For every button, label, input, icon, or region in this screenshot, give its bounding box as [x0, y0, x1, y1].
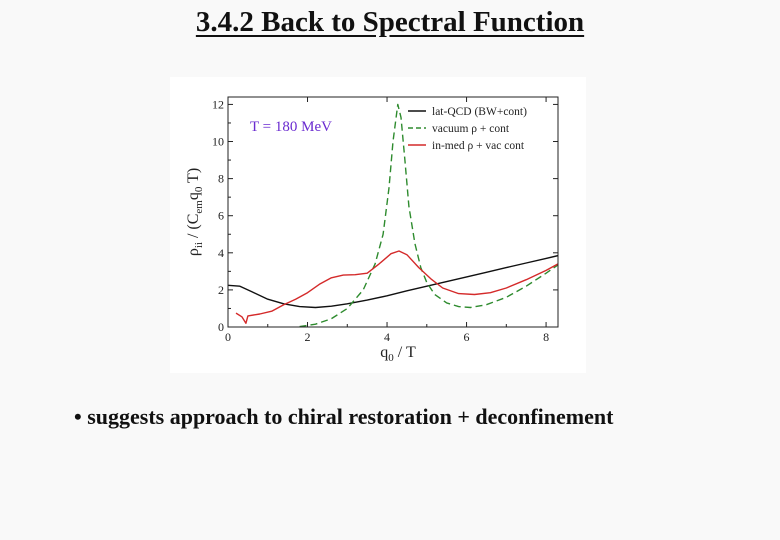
temperature-annotation: T = 180 MeV [250, 119, 332, 135]
legend-label-3: in-med ρ + vac cont [432, 140, 525, 152]
y-axis-label-rho: ρ [185, 248, 202, 256]
legend-label-1: lat-QCD (BW+cont) [432, 106, 527, 118]
spectral-function-chart: 0 2 4 6 8 0 2 4 6 8 10 12 lat-QCD (BW+cont) vacuum ρ… [185, 96, 559, 364]
x-axis-label: q0 / T [380, 344, 416, 364]
series-line-1 [228, 254, 558, 309]
x-axis-label-sub: 0 [388, 352, 394, 364]
y-axis-label-b-sub: em [193, 200, 205, 214]
y-axis-label-b: / (C [185, 214, 202, 242]
y-axis-label-c: q [185, 192, 202, 200]
bullet-point: • suggests approach to chiral restoratio… [74, 404, 614, 429]
ticks-layer: 0 2 4 6 8 0 2 4 6 8 10 12 [212, 97, 558, 344]
y-tick-label: 10 [212, 135, 224, 149]
y-axis-label-c-sub: 0 [193, 186, 205, 192]
curves-layer [228, 103, 558, 327]
y-tick-label: 8 [218, 172, 224, 186]
y-tick-label: 6 [218, 209, 224, 223]
x-axis-label-tail: / T [394, 344, 416, 361]
series-line-2 [299, 103, 558, 327]
slide-title: 3.4.2 Back to Spectral Function [0, 6, 780, 39]
plot-frame [227, 96, 559, 328]
x-tick-label: 0 [225, 330, 231, 344]
x-tick-label: 2 [305, 330, 311, 344]
legend-label-2: vacuum ρ + cont [432, 123, 510, 135]
y-tick-label: 12 [212, 97, 224, 111]
y-axis-label: ρii / (Cemq0 T) [185, 168, 205, 256]
series-line-3 [235, 250, 558, 324]
legend: lat-QCD (BW+cont) vacuum ρ + cont in-med ρ… [408, 106, 527, 152]
y-tick-label: 2 [218, 283, 224, 297]
x-tick-label: 8 [543, 330, 549, 344]
y-axis-label-d: T) [185, 168, 202, 187]
slide-title-text: 3.4.2 Back to Spectral Function [195, 6, 585, 38]
x-tick-label: 6 [464, 330, 470, 344]
figure-panel: 0 2 4 6 8 0 2 4 6 8 10 12 lat-QCD (BW+cont) vacuum ρ… [170, 77, 586, 373]
x-axis-label-main: q [380, 344, 388, 361]
y-tick-label: 4 [218, 246, 224, 260]
y-tick-label: 0 [218, 320, 224, 334]
y-axis-label-rho-sub: ii [193, 242, 205, 248]
x-tick-label: 4 [384, 330, 390, 344]
